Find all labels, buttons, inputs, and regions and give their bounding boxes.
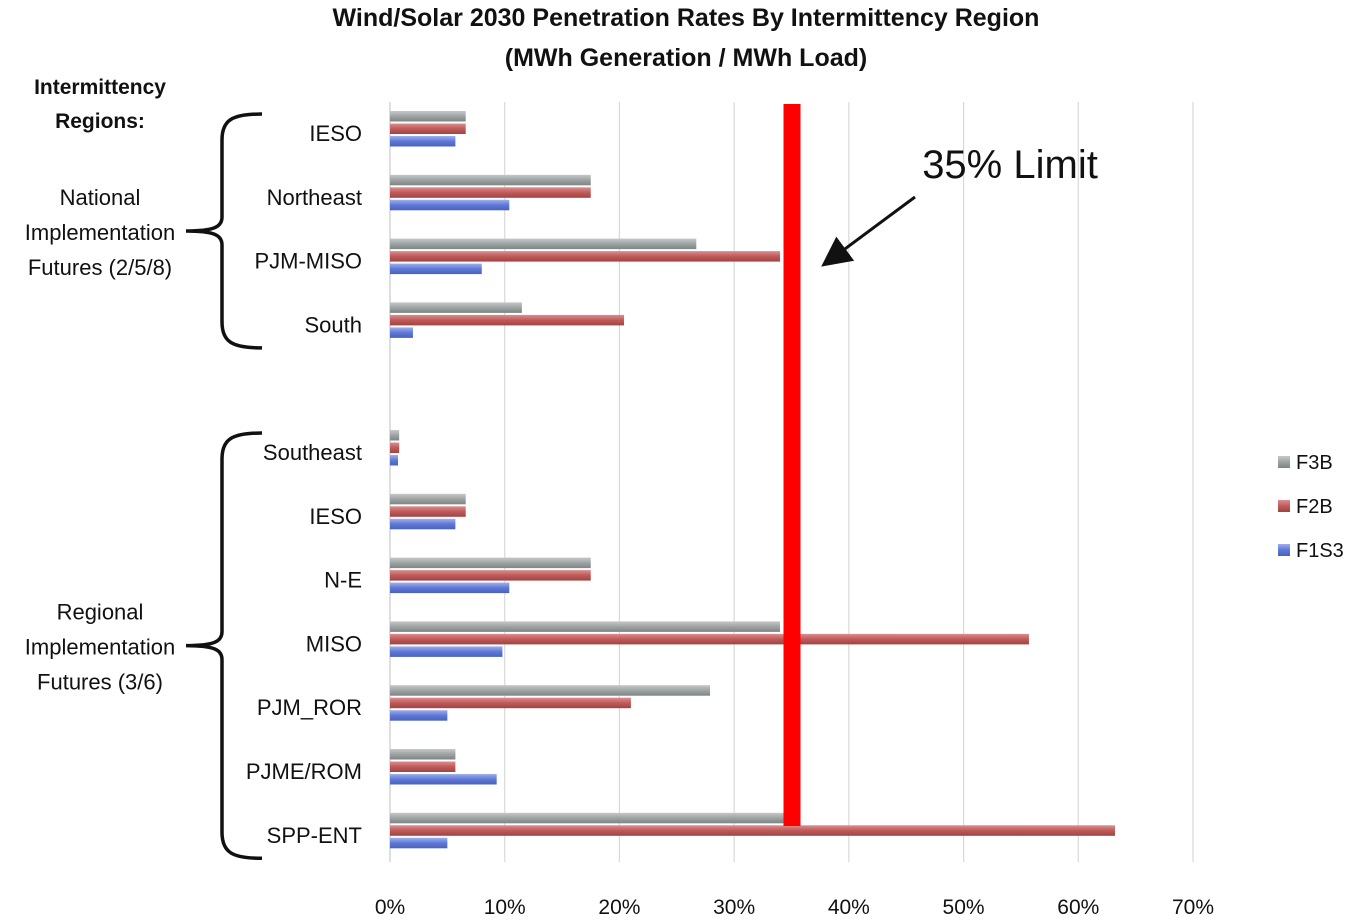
group-bracket [185, 112, 263, 350]
category-label: Southeast [263, 440, 362, 465]
group-label-line: Regional [57, 600, 144, 625]
category-label: Northeast [267, 185, 362, 210]
bar-f2b [390, 570, 591, 581]
bar-f2b [390, 442, 400, 453]
category-label: PJME/ROM [246, 759, 362, 784]
category-label: South [305, 312, 363, 337]
bar-f3b [390, 685, 711, 696]
bar-f2b [390, 187, 591, 198]
legend-label-f3b: F3B [1296, 452, 1333, 474]
legend-swatch-f1s3 [1278, 544, 1290, 556]
bar-f2b [390, 251, 781, 262]
bar-f1s3 [390, 646, 503, 657]
bar-f1s3 [390, 327, 413, 338]
x-tick-label: 20% [598, 896, 640, 919]
x-tick-label: 60% [1057, 896, 1099, 919]
bar-f3b [390, 812, 792, 824]
bars [390, 111, 1115, 849]
bar-f2b [390, 761, 456, 772]
bar-f3b [390, 621, 781, 632]
chart-title: Wind/Solar 2030 Penetration Rates By Int… [333, 4, 1040, 32]
row-header-line-2: Regions: [55, 110, 145, 133]
group-label-line: Implementation [25, 220, 175, 245]
bar-f1s3 [390, 136, 456, 147]
group-label-line: National [60, 185, 141, 210]
x-tick-label: 70% [1172, 896, 1214, 919]
bar-f1s3 [390, 199, 510, 211]
group-labels: National Implementation Futures (2/5/8) Reg… [25, 112, 263, 861]
category-label: MISO [306, 631, 362, 656]
x-tick-label: 0% [375, 896, 405, 919]
legend-swatch-f3b [1278, 456, 1290, 468]
x-tick-label: 30% [713, 896, 755, 919]
bar-f3b [390, 749, 456, 760]
bar-f1s3 [390, 774, 497, 785]
bar-f3b [390, 557, 591, 569]
group-label-line: Futures (3/6) [37, 670, 163, 695]
bar-f1s3 [390, 455, 399, 466]
bar-f2b [390, 314, 625, 326]
legend-swatch-f2b [1278, 500, 1290, 512]
bar-f3b [390, 238, 697, 250]
bar-f3b [390, 430, 400, 441]
x-tick-label: 10% [484, 896, 526, 919]
bar-f1s3 [390, 710, 448, 721]
limit-line [783, 104, 801, 826]
limit-label: 35% Limit [922, 143, 1098, 187]
category-label: IESO [309, 121, 362, 146]
category-label: PJM_ROR [257, 695, 362, 720]
bar-f3b [390, 111, 466, 122]
legend-label-f2b: F2B [1296, 496, 1333, 518]
bar-f2b [390, 825, 1115, 836]
category-label: SPP-ENT [267, 823, 362, 848]
x-tick-label: 50% [943, 896, 985, 919]
x-tick-label: 40% [828, 896, 870, 919]
bar-f2b [390, 506, 466, 517]
category-label: IESO [309, 504, 362, 529]
bar-f1s3 [390, 582, 510, 594]
group-bracket [185, 431, 263, 861]
category-label: N-E [324, 568, 362, 593]
bar-f1s3 [390, 837, 448, 849]
limit-arrow [821, 195, 916, 267]
bar-f1s3 [390, 518, 456, 530]
row-header-line-1: Intermittency [34, 76, 166, 99]
bar-f2b [390, 633, 1029, 645]
group-label-line: Implementation [25, 635, 175, 660]
category-label: PJM-MISO [254, 249, 362, 274]
bar-f3b [390, 174, 591, 186]
bar-f3b [390, 302, 522, 313]
bar-f1s3 [390, 263, 482, 275]
bar-f2b [390, 697, 631, 709]
category-labels: IESO Northeast PJM-MISO South Southeast IESO N… [246, 121, 362, 848]
legend: F3B F2B F1S3 [1278, 452, 1344, 562]
bar-f2b [390, 123, 466, 134]
bar-f3b [390, 493, 466, 505]
group-label-line: Futures (2/5/8) [28, 255, 172, 280]
x-axis-ticks: 0% 10% 20% 30% 40% 50% 60% 70% [375, 896, 1214, 919]
chart-subtitle: (MWh Generation / MWh Load) [505, 44, 867, 72]
gridlines [389, 102, 1194, 862]
legend-label-f1s3: F1S3 [1296, 540, 1344, 562]
